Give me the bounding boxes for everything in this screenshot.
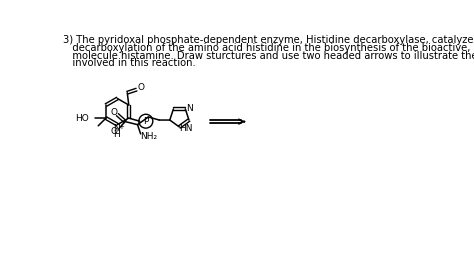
Text: NH₂: NH₂ xyxy=(141,133,158,142)
Text: O: O xyxy=(111,127,118,136)
Text: +: + xyxy=(118,124,124,130)
Text: molecule histamine. Draw sturctures and use two headed arrows to illustrate the : molecule histamine. Draw sturctures and … xyxy=(63,51,474,61)
Text: decarboxylation of the amino acid histidine in the biosynthesis of the bioactive: decarboxylation of the amino acid histid… xyxy=(63,43,474,53)
Text: involved in this reaction.: involved in this reaction. xyxy=(63,58,196,68)
Text: O: O xyxy=(111,108,118,117)
Text: P: P xyxy=(143,117,148,126)
Text: HN: HN xyxy=(179,124,192,133)
Text: N: N xyxy=(186,104,192,113)
Text: N: N xyxy=(113,124,120,133)
Text: H: H xyxy=(113,130,120,139)
Text: 3) The pyridoxal phosphate-dependent enzyme, Histidine decarboxylase, catalyzes : 3) The pyridoxal phosphate-dependent enz… xyxy=(63,35,474,45)
Text: HO: HO xyxy=(75,114,89,123)
Text: O: O xyxy=(137,83,145,92)
